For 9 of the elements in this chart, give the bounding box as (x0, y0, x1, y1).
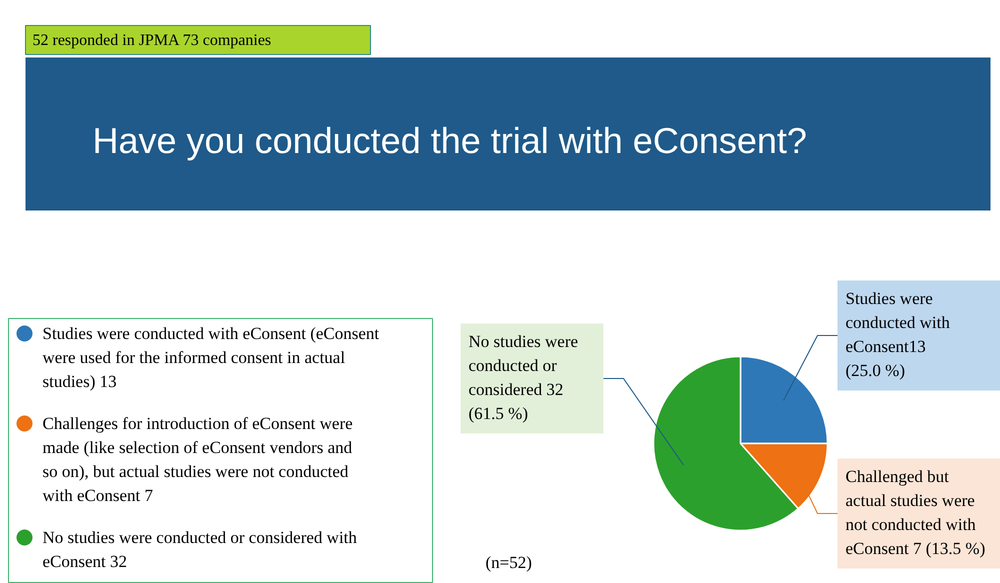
data-label: Studies were conducted with eConsent13 (25.0 %) (846, 289, 950, 380)
data-label: No studies were conducted or considered 32 (61.5 %) (468, 332, 578, 423)
text: (n=52) (486, 553, 532, 572)
text: 52 responded in JPMA 73 companies (32, 32, 272, 49)
legend-label: No studies were conducted or considered with eConsent 32 (42, 528, 358, 571)
legend-label: Studies were conducted with eConsent (eConsent were used for the informed consent in actual studies) 13 (42, 324, 380, 391)
chart-title: Have you conducted the trial with eConsent? (92, 120, 807, 161)
data-label: Challenged but actual studies were not conducted with eConsent 7 (13.5 %) (846, 467, 986, 558)
legend-label: Challenges for introduction of eConsent were made (like selection of eConsent vendors and so on), but actual studies were not conducted with eConsent 7 (42, 414, 353, 505)
